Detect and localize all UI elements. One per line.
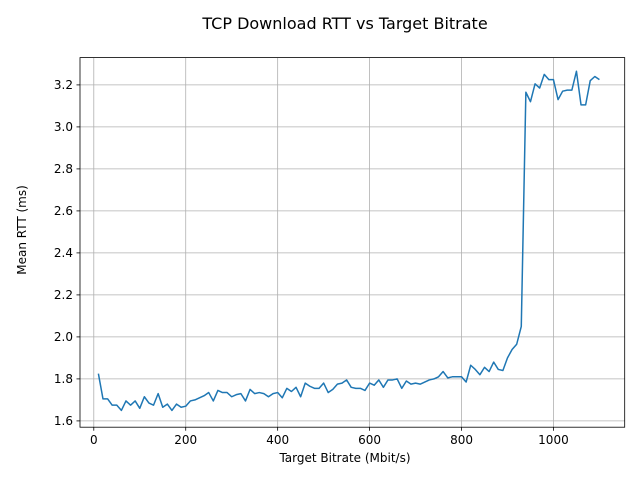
x-tick-label: 0	[90, 433, 98, 447]
y-tick-label: 3.2	[54, 78, 73, 92]
series-layer	[97, 70, 600, 412]
y-tick-label: 2.0	[54, 330, 73, 344]
y-axis: 1.6 1.8 2.0 2.2 2.4 2.6 2.8 3.0 3.2	[54, 78, 80, 428]
plot-frame	[79, 57, 626, 428]
x-tick-label: 200	[174, 433, 197, 447]
y-tick-label: 2.8	[54, 162, 73, 176]
x-tick-label: 1000	[538, 433, 569, 447]
x-tick-label: 600	[358, 433, 381, 447]
chart-title: TCP Download RTT vs Target Bitrate	[201, 14, 487, 33]
x-tick-label: 400	[266, 433, 289, 447]
y-tick-label: 1.6	[54, 414, 73, 428]
x-axis-label: Target Bitrate (Mbit/s)	[278, 451, 410, 465]
y-tick-label: 1.8	[54, 372, 73, 386]
y-axis-label: Mean RTT (ms)	[15, 185, 29, 275]
series-line	[97, 70, 600, 412]
y-tick-label: 2.2	[54, 288, 73, 302]
grid-layer	[80, 57, 625, 428]
x-axis: 0 200 400 600 800 1000	[90, 427, 569, 447]
y-tick-label: 2.6	[54, 204, 73, 218]
x-tick-label: 800	[450, 433, 473, 447]
y-tick-label: 2.4	[54, 246, 73, 260]
y-tick-label: 3.0	[54, 120, 73, 134]
